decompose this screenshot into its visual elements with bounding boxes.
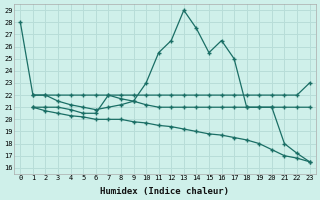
X-axis label: Humidex (Indice chaleur): Humidex (Indice chaleur) — [100, 187, 229, 196]
